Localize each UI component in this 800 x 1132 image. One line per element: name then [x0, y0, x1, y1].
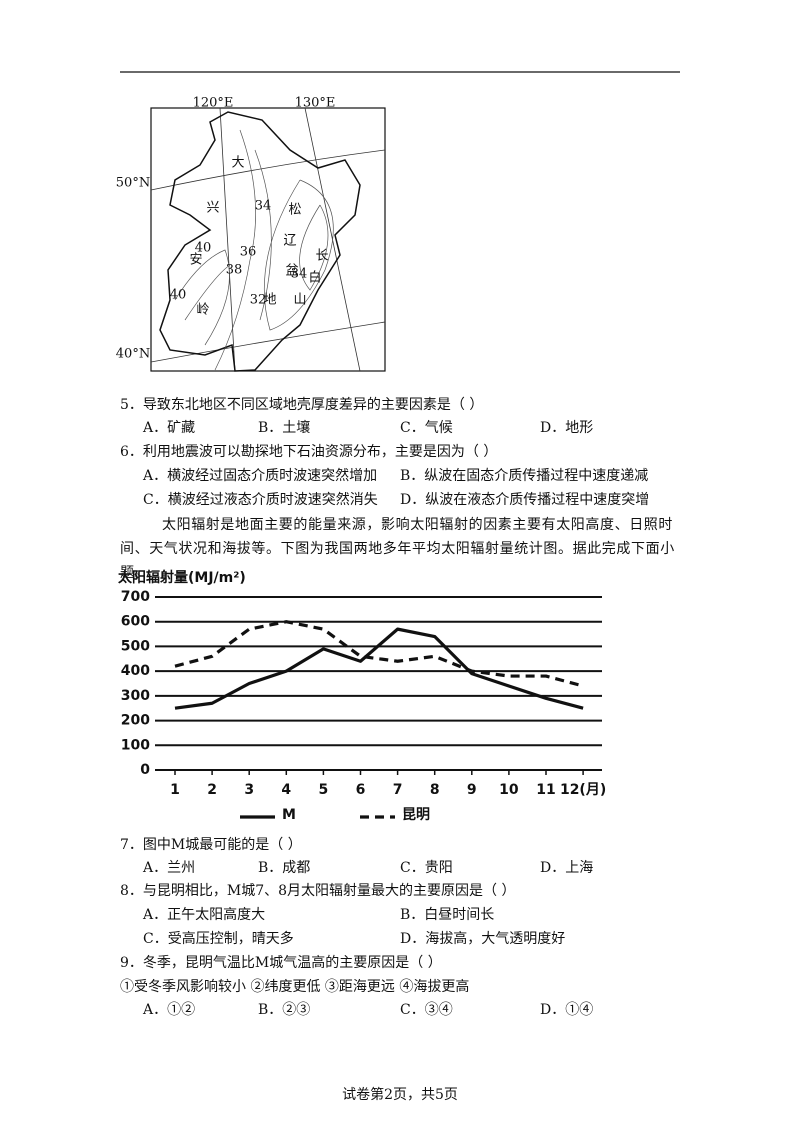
x-tick-label: 1 — [170, 782, 180, 798]
option: D．地形 — [540, 420, 594, 436]
footer: 试卷第2页，共5页 — [342, 1087, 458, 1103]
map-label: 32 — [250, 293, 267, 308]
latitude-line — [150, 149, 386, 363]
passage: 太阳辐射是地面主要的能量来源，影响太阳辐射的因素主要有太阳高度、日照时间、天气状… — [120, 517, 675, 581]
x-tick-label: 6 — [356, 782, 366, 798]
map-label: 120°E — [193, 96, 234, 111]
option: A．兰州 — [143, 860, 196, 876]
option: A．横波经过固态介质时波速突然增加 — [143, 468, 378, 484]
y-tick-label: 0 — [140, 762, 150, 778]
option: C．气候 — [400, 420, 453, 436]
x-tick-label: 3 — [244, 782, 254, 798]
map-label: 34 — [255, 199, 272, 214]
option: C．③④ — [400, 1002, 453, 1018]
x-tick-label: 2 — [207, 782, 217, 798]
series-line — [174, 620, 584, 688]
map-label: 大 — [231, 156, 244, 171]
map-label: 兴 — [206, 201, 219, 216]
map-label: 50°N — [116, 176, 150, 191]
question-stem: 8．与昆明相比，M城7、8月太阳辐射量最大的主要原因是（ ） — [120, 883, 516, 899]
question-stem: 9．冬季，昆明气温比M城气温高的主要原因是（ ） — [120, 955, 442, 971]
option: A．①② — [143, 1002, 196, 1018]
series-line — [174, 627, 584, 710]
y-tick-label: 600 — [121, 614, 150, 630]
chart-title: 太阳辐射量(MJ/m²) — [118, 569, 246, 586]
x-tick-label: 12(月) — [560, 782, 606, 798]
map-label: 130°E — [295, 96, 336, 111]
option: D．上海 — [540, 860, 594, 876]
x-tick-label: 11 — [536, 782, 555, 798]
option: B．土壤 — [258, 420, 311, 436]
x-tick-label: 9 — [467, 782, 477, 798]
option: B．②③ — [258, 1002, 311, 1018]
option: B．纵波在固态介质传播过程中速度递减 — [400, 468, 649, 484]
statement: ①受冬季风影响较小 ②纬度更低 ③距海更远 ④海拔更高 — [120, 979, 470, 995]
map-label: 40 — [195, 241, 212, 256]
map-label: 山 — [293, 293, 306, 308]
map-label: 36 — [240, 245, 257, 260]
y-tick-label: 400 — [121, 663, 150, 679]
map-frame — [150, 107, 386, 372]
y-tick-label: 700 — [121, 589, 150, 605]
x-tick-label: 5 — [319, 782, 329, 798]
map-label: 长 — [315, 249, 328, 264]
option: C．横波经过液态介质时波速突然消失 — [143, 492, 378, 508]
map-label: 40 — [170, 288, 187, 303]
option: A．正午太阳高度大 — [143, 907, 266, 923]
option: C．贵阳 — [400, 860, 453, 876]
option: C．受高压控制，晴天多 — [143, 931, 294, 947]
option: D．①④ — [540, 1002, 594, 1018]
x-tick-label: 4 — [281, 782, 291, 798]
x-tick-label: 8 — [430, 782, 440, 798]
x-tick-label: 10 — [499, 782, 519, 798]
option: D．纵波在液态介质传播过程中速度突增 — [400, 492, 650, 508]
map-label: 盆 — [285, 264, 298, 279]
region-outline — [159, 111, 361, 372]
x-tick-label: 7 — [393, 782, 403, 798]
map: 120°E 130°E 50°N 40°N 34 36 38 40 40 32 … — [116, 96, 386, 372]
map-label: 岭 — [196, 303, 209, 318]
y-tick-label: 500 — [121, 638, 150, 654]
question-stem: 5．导致东北地区不同区域地壳厚度差异的主要因素是（ ） — [120, 397, 484, 413]
y-tick-label: 200 — [121, 713, 150, 729]
option: B．成都 — [258, 860, 311, 876]
map-label: 安 — [189, 253, 202, 268]
map-label: 40°N — [116, 347, 150, 362]
map-label: 辽 — [283, 234, 296, 249]
option: D．海拔高，大气透明度好 — [400, 931, 566, 947]
map-label: 38 — [226, 263, 243, 278]
y-tick-label: 300 — [121, 688, 150, 704]
map-label: 34 — [291, 267, 308, 282]
y-tick-label: 100 — [121, 737, 150, 753]
map-label: 白 — [308, 270, 321, 286]
option: A．矿藏 — [143, 420, 196, 436]
legend-label: M — [282, 807, 296, 823]
option: B．白昼时间长 — [400, 907, 495, 923]
map-label: 地 — [263, 293, 276, 308]
question-stem: 7．图中M城最可能的是（ ） — [120, 837, 302, 853]
question-stem: 6．利用地震波可以勘探地下石油资源分布，主要是因为（ ） — [120, 444, 498, 460]
map-label: 松 — [288, 203, 301, 218]
contour-lines — [174, 129, 334, 371]
legend-label: 昆明 — [402, 807, 430, 823]
